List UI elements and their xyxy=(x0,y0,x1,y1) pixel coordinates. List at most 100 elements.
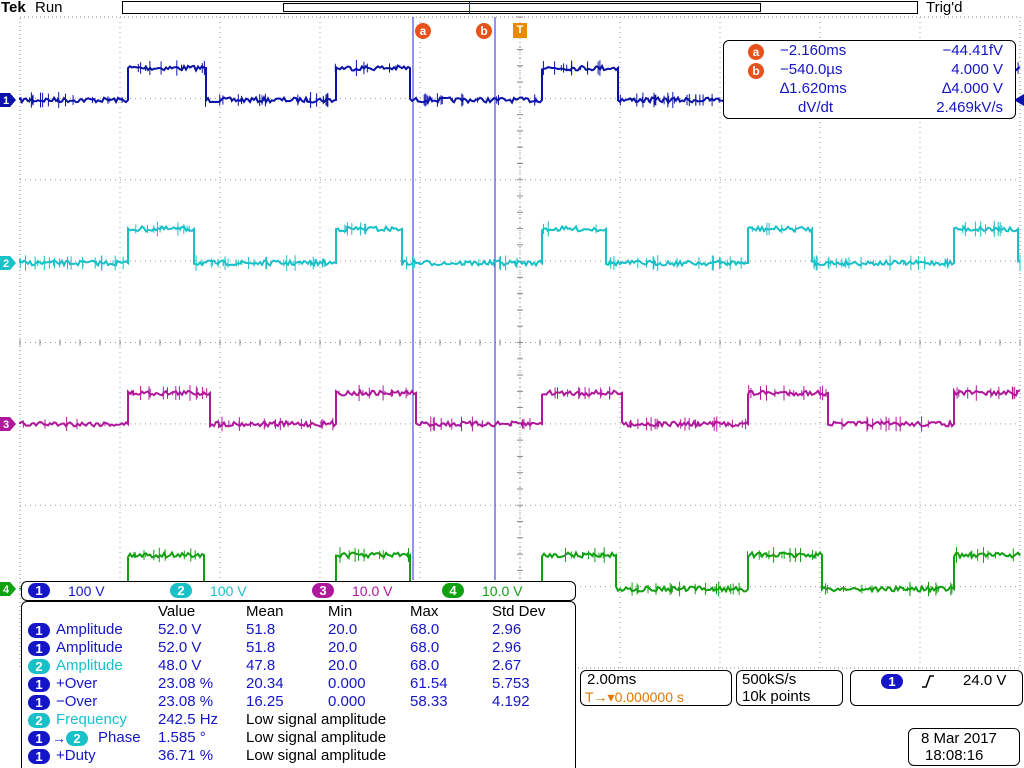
channel-3-level-marker[interactable]: 3 xyxy=(0,417,16,431)
measurement-source-chip: 2 xyxy=(28,713,50,728)
channel-2-level-marker[interactable]: 2 xyxy=(0,256,16,270)
trigger-position-marker[interactable]: T xyxy=(513,23,527,38)
rising-edge-icon xyxy=(922,675,934,688)
trigger-delay-value: 0.000000 s xyxy=(614,689,684,705)
svg-text:3: 3 xyxy=(3,419,9,431)
measurement-value: 52.0 V xyxy=(158,639,202,656)
measurement-mean: 16.25 xyxy=(246,693,284,710)
measurement-row[interactable]: 1 Amplitude 52.0 V 51.8 20.0 68.0 2.96 xyxy=(22,639,575,657)
measurement-source-chip: 2 xyxy=(28,659,50,674)
channel-4-level-marker[interactable]: 4 xyxy=(0,582,16,596)
sample-rate: 500kS/s xyxy=(742,671,797,688)
measurement-row[interactable]: 1 Amplitude 52.0 V 51.8 20.0 68.0 2.96 xyxy=(22,621,575,639)
measurement-note: Low signal amplitude xyxy=(246,729,387,746)
acquisition-panel[interactable]: 500kS/s 10k points xyxy=(736,670,843,706)
measurement-mean: 51.8 xyxy=(246,639,276,656)
measurement-row[interactable]: 1 +Over 23.08 % 20.34 0.000 61.54 5.753 xyxy=(22,675,575,693)
measurement-source-chip: 1 xyxy=(28,623,50,638)
measurement-mean: 20.34 xyxy=(246,675,284,692)
trigger-level: 24.0 V xyxy=(963,672,1007,689)
measurement-std: 5.753 xyxy=(492,675,530,692)
channel-3-chip[interactable]: 3 xyxy=(312,583,334,598)
measurement-min: 20.0 xyxy=(328,657,358,674)
cursor-readout-panel: a −2.160ms −44.41fV b −540.0µs 4.000 V ∆1.620m… xyxy=(723,40,1016,119)
readout-value: 4.000 V xyxy=(951,61,1003,78)
readout-time: ∆1.620ms xyxy=(780,80,847,97)
cursor-b-marker[interactable]: b xyxy=(476,23,492,39)
channel-1-scale: 100 V xyxy=(68,583,105,599)
record-view-window[interactable] xyxy=(283,3,761,12)
trigger-panel[interactable]: 1 24.0 V xyxy=(850,670,1023,706)
measurement-max: 68.0 xyxy=(410,621,440,638)
measurement-std: 2.96 xyxy=(492,621,522,638)
readout-cursor-b-icon: b xyxy=(748,63,764,79)
measurement-row[interactable]: 2 Amplitude 48.0 V 47.8 20.0 68.0 2.67 xyxy=(22,657,575,675)
arrow-icon: → xyxy=(52,730,66,746)
timebase-panel[interactable]: 2.00ms T→▾0.000000 s xyxy=(580,670,732,706)
date: 8 Mar 2017 xyxy=(921,730,997,747)
svg-text:2: 2 xyxy=(3,258,9,270)
measurement-source-chip: 1 xyxy=(28,641,50,656)
channel-2-waveform xyxy=(19,224,1021,268)
measurement-note: Low signal amplitude xyxy=(246,711,387,728)
channel-3-waveform xyxy=(19,387,1021,429)
measurement-std: 2.96 xyxy=(492,639,522,656)
measurement-name: Amplitude xyxy=(56,639,123,656)
svg-text:1: 1 xyxy=(3,95,9,107)
measurement-mean: 51.8 xyxy=(246,621,276,638)
measurement-source-chip: 1 xyxy=(28,731,50,746)
measurement-value: 52.0 V xyxy=(158,621,202,638)
measurement-source-chip: 1 xyxy=(28,749,50,764)
readout-time: dV/dt xyxy=(798,99,834,116)
measurement-row[interactable]: 1 −Over 23.08 % 16.25 0.000 58.33 4.192 xyxy=(22,693,575,711)
brand-logo: Tek xyxy=(1,0,26,16)
svg-text:4: 4 xyxy=(3,584,10,596)
measurement-min: 0.000 xyxy=(328,693,366,710)
measurement-value: 1.585 ° xyxy=(158,729,206,746)
trigger-state: Trig'd xyxy=(926,0,963,16)
measurement-name: −Over xyxy=(56,693,98,710)
measurement-row[interactable]: 1 +Duty 36.71 % Low signal amplitude xyxy=(22,747,575,765)
measurement-header: Mean xyxy=(246,603,284,620)
measurement-name: +Over xyxy=(56,675,98,692)
channel-1-level-marker[interactable]: 1 xyxy=(0,93,16,107)
channel-2-trace xyxy=(19,221,1021,271)
channel-3-trace xyxy=(19,385,1021,432)
measurement-max: 68.0 xyxy=(410,657,440,674)
trigger-source-chip: 1 xyxy=(881,674,903,689)
measurement-header: Max xyxy=(410,603,439,620)
measurement-source-chip: 1 xyxy=(28,677,50,692)
channel-3-scale: 10.0 V xyxy=(352,583,393,599)
measurement-row[interactable]: 2 Frequency 242.5 Hz Low signal amplitude xyxy=(22,711,575,729)
datetime-panel: 8 Mar 2017 18:08:16 xyxy=(908,728,1020,766)
measurement-name: Amplitude xyxy=(56,621,123,638)
measurement-header: Std Dev xyxy=(492,603,546,620)
measurement-note: Low signal amplitude xyxy=(246,747,387,764)
cursor-a-marker[interactable]: a xyxy=(415,23,431,39)
channel-4-scale: 10.0 V xyxy=(482,583,523,599)
measurement-value: 242.5 Hz xyxy=(158,711,219,728)
measurement-source-chip: 1 xyxy=(28,695,50,710)
measurement-max: 58.33 xyxy=(410,693,448,710)
measurement-row[interactable]: 1 → 2 Phase 1.585 ° Low signal amplitude xyxy=(22,729,575,747)
measurement-std: 2.67 xyxy=(492,657,522,674)
measurement-header: Min xyxy=(328,603,353,620)
readout-time: −540.0µs xyxy=(780,61,843,78)
view-cursor-line xyxy=(469,2,470,13)
horizontal-scale: 2.00ms xyxy=(587,671,637,688)
readout-value: ∆4.000 V xyxy=(942,80,1003,97)
record-view-bar[interactable] xyxy=(122,1,918,14)
channel-2-scale: 100 V xyxy=(210,583,247,599)
channel-2-chip[interactable]: 2 xyxy=(170,583,192,598)
readout-cursor-a-icon: a xyxy=(748,44,764,60)
measurement-name: Amplitude xyxy=(56,657,123,674)
readout-time: −2.160ms xyxy=(780,42,847,59)
measurement-value: 23.08 % xyxy=(158,693,214,710)
trigger-delay: T→▾0.000000 s xyxy=(585,688,684,706)
measurement-min: 20.0 xyxy=(328,621,358,638)
channel-4-chip[interactable]: 4 xyxy=(442,583,464,598)
channel-1-chip[interactable]: 1 xyxy=(28,583,50,598)
measurement-mean: 47.8 xyxy=(246,657,276,674)
